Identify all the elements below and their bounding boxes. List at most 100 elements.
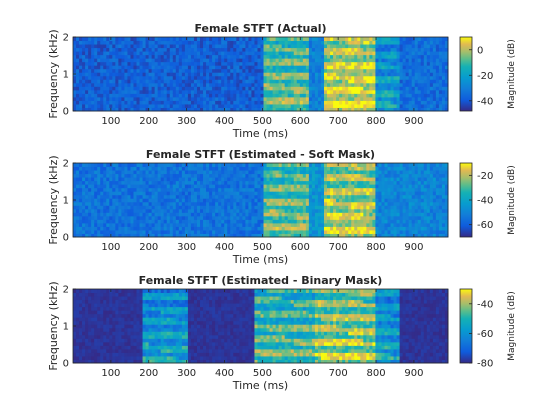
heatmap-cell: [91, 86, 95, 91]
heatmap-cell: [160, 75, 165, 80]
heatmap-cell: [112, 163, 116, 168]
heatmap-cell: [257, 226, 261, 231]
heatmap-cell: [444, 65, 449, 70]
heatmap-cell: [411, 54, 416, 59]
heatmap-cell: [387, 40, 392, 45]
heatmap-cell: [169, 205, 174, 210]
heatmap-cell: [305, 226, 310, 231]
heatmap-cell: [145, 82, 150, 87]
heatmap-cell: [85, 219, 89, 224]
heatmap-cell: [142, 82, 147, 87]
heatmap-cell: [390, 54, 395, 59]
heatmap-cell: [239, 184, 243, 189]
heatmap-cell: [327, 184, 331, 189]
heatmap-cell: [139, 72, 144, 77]
heatmap-cell: [82, 166, 86, 171]
heatmap-cell: [281, 219, 286, 224]
heatmap-cell: [357, 208, 361, 213]
heatmap-cell: [76, 100, 80, 105]
heatmap-cell: [127, 201, 131, 206]
heatmap-cell: [124, 219, 128, 224]
heatmap-cell: [136, 229, 141, 234]
heatmap-cell: [293, 229, 298, 234]
heatmap-cell: [369, 82, 373, 87]
heatmap-cell: [239, 166, 243, 171]
heatmap-cell: [245, 208, 249, 213]
heatmap-cell: [163, 68, 168, 73]
heatmap-cell: [272, 103, 277, 108]
heatmap-cell: [115, 72, 119, 77]
heatmap-cell: [163, 75, 168, 80]
heatmap-cell: [311, 180, 316, 185]
heatmap-cell: [245, 86, 249, 91]
heatmap-cell: [393, 205, 398, 210]
heatmap-cell: [390, 187, 395, 192]
heatmap-cell: [106, 65, 110, 70]
heatmap-cell: [399, 163, 404, 168]
heatmap-cell: [160, 65, 165, 70]
heatmap-cell: [115, 180, 119, 185]
heatmap-cell: [82, 93, 86, 98]
heatmap-cell: [248, 89, 252, 94]
heatmap-cell: [212, 180, 216, 185]
heatmap-cell: [396, 107, 401, 112]
heatmap-cell: [124, 103, 128, 108]
heatmap-cell: [166, 173, 171, 178]
heatmap-cell: [148, 47, 153, 52]
heatmap-cell: [339, 215, 343, 220]
heatmap-cell: [408, 37, 413, 42]
heatmap-cell: [230, 72, 234, 77]
heatmap-cell: [339, 191, 343, 196]
heatmap-cell: [438, 103, 443, 108]
heatmap-cell: [85, 191, 89, 196]
heatmap-cell: [257, 65, 261, 70]
heatmap-cell: [251, 47, 255, 52]
heatmap-cell: [314, 173, 319, 178]
heatmap-cell: [378, 229, 382, 234]
heatmap-cell: [166, 229, 171, 234]
heatmap-cell: [203, 212, 207, 217]
heatmap-cell: [390, 219, 395, 224]
heatmap-cell: [209, 44, 213, 49]
heatmap-cell: [360, 103, 364, 108]
heatmap-cell: [260, 184, 265, 189]
heatmap-cell: [327, 229, 331, 234]
heatmap-cell: [302, 163, 307, 168]
heatmap-cell: [381, 47, 385, 52]
heatmap-cell: [118, 184, 122, 189]
heatmap-cell: [148, 212, 153, 217]
heatmap-cell: [118, 54, 122, 59]
heatmap-cell: [369, 107, 373, 112]
heatmap-cell: [160, 96, 165, 101]
heatmap-cell: [245, 222, 249, 227]
heatmap-cell: [200, 103, 204, 108]
heatmap-cell: [333, 173, 337, 178]
heatmap-cell: [405, 180, 410, 185]
heatmap-cell: [402, 163, 407, 168]
heatmap-cell: [369, 222, 373, 227]
heatmap-cell: [139, 51, 144, 56]
heatmap-cell: [175, 107, 180, 112]
heatmap-cell: [145, 215, 150, 220]
heatmap-cell: [121, 47, 125, 52]
heatmap-cell: [136, 191, 141, 196]
heatmap-cell: [73, 40, 77, 45]
heatmap-cell: [408, 51, 413, 56]
heatmap-cell: [333, 58, 337, 63]
heatmap-cell: [333, 82, 337, 87]
heatmap-cell: [112, 226, 116, 231]
heatmap-cell: [254, 72, 258, 77]
heatmap-cell: [85, 93, 89, 98]
heatmap-cell: [396, 58, 401, 63]
heatmap-cell: [187, 65, 192, 70]
heatmap-cell: [178, 184, 183, 189]
heatmap-cell: [230, 166, 234, 171]
heatmap-cell: [97, 40, 101, 45]
heatmap-cell: [263, 107, 268, 112]
heatmap-cell: [308, 86, 313, 91]
heatmap-cell: [305, 103, 310, 108]
heatmap-cell: [254, 51, 258, 56]
heatmap-cell: [181, 44, 186, 49]
heatmap-cell: [254, 173, 258, 178]
heatmap-cell: [408, 198, 413, 203]
